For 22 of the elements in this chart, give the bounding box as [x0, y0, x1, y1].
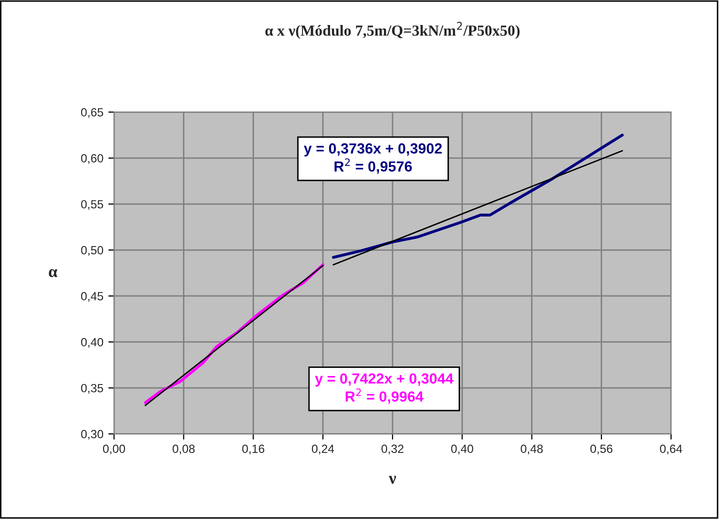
x-tick-label: 0,56 [590, 444, 612, 454]
x-tick-label: 0,64 [660, 444, 682, 454]
x-tick-label: 0,32 [382, 444, 404, 454]
y-tick-label: 0,40 [81, 338, 104, 348]
y-tick-label: 0,30 [81, 430, 104, 440]
annotation: y = 0,7422x + 0,3044 R$^{2}$ = 0,9964 [314, 373, 454, 404]
y-tick-label: 0,50 [81, 246, 104, 256]
y-tick-label: 0,65 [81, 108, 104, 118]
y-axis-title: α [48, 269, 58, 278]
chart-title: α x ν(Módulo 7,5m/Q=3kN/m$^{2}$/P50x50) [265, 22, 520, 39]
x-axis-title: ν [388, 476, 396, 484]
x-tick-label: 0,48 [520, 444, 543, 454]
x-tick-label: 0,16 [242, 444, 264, 454]
y-tick-label: 0,35 [81, 384, 104, 394]
annotation: y = 0,3736x + 0,3902 R$^{2}$ = 0,9576 [304, 143, 442, 174]
x-tick-label: 0,40 [451, 444, 474, 454]
x-tick-label: 0,08 [172, 444, 195, 454]
y-tick-label: 0,45 [81, 292, 104, 302]
y-tick-label: 0,55 [81, 200, 104, 210]
y-tick-label: 0,60 [81, 154, 104, 164]
x-tick-label: 0,24 [312, 444, 334, 454]
x-tick-label: 0,00 [103, 444, 126, 454]
